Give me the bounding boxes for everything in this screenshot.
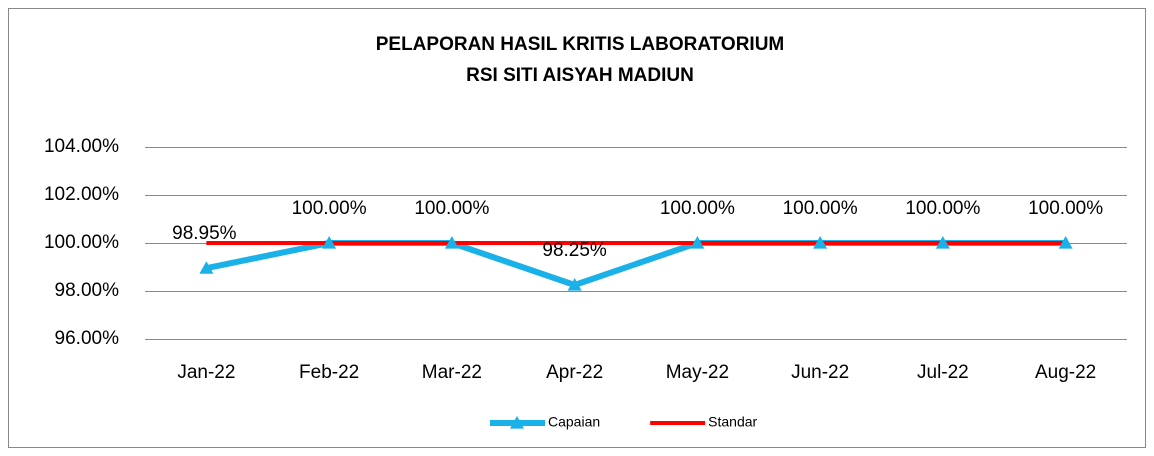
x-tick-label: Jun-22 [791, 362, 849, 383]
point-marker [935, 236, 950, 249]
x-tick-label: Jul-22 [917, 362, 969, 383]
y-tick-label: 102.00% [44, 184, 119, 205]
x-tick-label: May-22 [666, 362, 729, 383]
legend-label: Standar [708, 414, 757, 430]
y-tick-label: 98.00% [55, 280, 120, 301]
point-marker [444, 236, 459, 249]
legend-marker [510, 416, 524, 429]
x-tick-label: Aug-22 [1035, 362, 1096, 383]
y-tick-label: 104.00% [44, 136, 119, 157]
legend-label: Capaian [548, 414, 600, 430]
x-tick-label: Jan-22 [177, 362, 235, 383]
point-marker [690, 236, 705, 249]
point-marker [813, 236, 828, 249]
data-label: 98.95% [172, 223, 237, 244]
data-label: 98.25% [542, 240, 607, 261]
chart-title: PELAPORAN HASIL KRITIS LABORATORIUM [376, 34, 785, 55]
point-marker [199, 261, 214, 274]
point-marker [1058, 236, 1073, 249]
chart-border [8, 8, 1146, 448]
y-tick-label: 100.00% [44, 232, 119, 253]
data-label: 100.00% [292, 198, 367, 219]
x-tick-label: Apr-22 [546, 362, 603, 383]
y-tick-label: 96.00% [55, 328, 120, 349]
point-marker [322, 236, 337, 249]
data-label: 100.00% [905, 198, 980, 219]
data-label: 100.00% [660, 198, 735, 219]
point-marker [567, 278, 582, 291]
data-label: 100.00% [783, 198, 858, 219]
data-label: 100.00% [414, 198, 489, 219]
x-tick-label: Mar-22 [422, 362, 482, 383]
x-tick-label: Feb-22 [299, 362, 359, 383]
data-label: 100.00% [1028, 198, 1103, 219]
chart-subtitle: RSI SITI AISYAH MADIUN [466, 65, 694, 86]
